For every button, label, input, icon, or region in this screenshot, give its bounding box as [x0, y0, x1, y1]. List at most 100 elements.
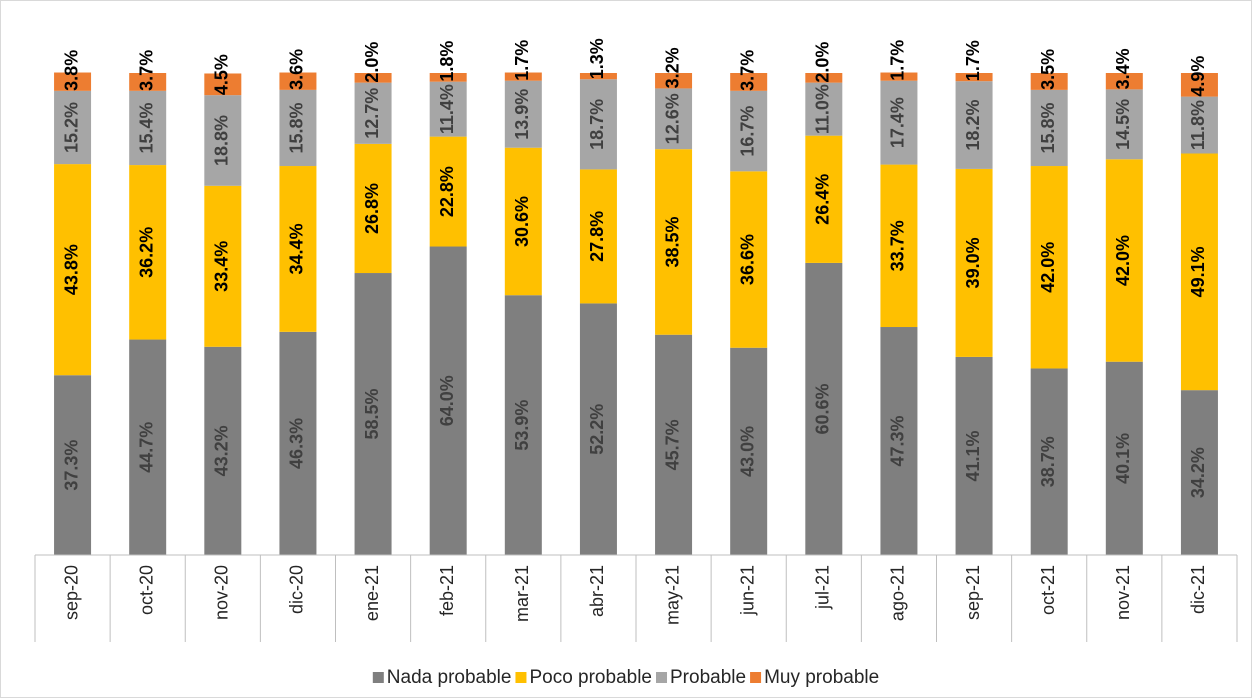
x-tick-label: abr-21 — [587, 565, 607, 617]
bar-segment — [579, 169, 617, 304]
data-label: 3.2% — [662, 47, 682, 88]
data-label: 13.9% — [512, 89, 532, 140]
x-tick-label: nov-21 — [1113, 565, 1133, 620]
bar-segment — [730, 347, 768, 555]
bar-segment — [955, 168, 993, 357]
bar-segment — [1030, 166, 1068, 369]
data-label: 58.5% — [362, 388, 382, 439]
legend-swatch — [372, 672, 384, 683]
data-label: 43.2% — [212, 425, 232, 476]
data-label: 41.1% — [963, 430, 983, 481]
x-tick-label: nov-20 — [212, 565, 232, 620]
bar-segment — [129, 90, 167, 166]
bar-segment — [204, 346, 242, 555]
data-label: 45.7% — [662, 419, 682, 470]
data-label: 22.8% — [437, 166, 457, 217]
bar-segment — [880, 80, 918, 165]
data-label: 3.7% — [737, 50, 757, 91]
data-label: 15.8% — [287, 102, 307, 153]
data-label: 38.7% — [1038, 436, 1058, 487]
data-label: 34.4% — [287, 223, 307, 274]
data-label: 60.6% — [813, 383, 833, 434]
bar-segment — [655, 334, 693, 555]
bar-segment — [1180, 96, 1218, 154]
bar-segment — [129, 339, 167, 555]
bar-segment — [129, 73, 167, 91]
legend-swatch — [656, 672, 668, 683]
data-label: 18.8% — [212, 115, 232, 166]
data-label: 33.7% — [888, 220, 908, 271]
bar-segment — [54, 164, 92, 376]
bar-segment — [204, 185, 242, 347]
x-tick-label: sep-20 — [61, 565, 81, 620]
bar-segment — [279, 166, 317, 332]
bar-segment — [805, 135, 843, 263]
bar-segment — [354, 73, 392, 83]
bar-segment — [880, 164, 918, 328]
data-label: 12.7% — [362, 88, 382, 139]
bar-segment — [880, 327, 918, 555]
legend-label: Poco probable — [529, 667, 652, 688]
data-label: 36.6% — [737, 234, 757, 285]
bar-segment — [730, 73, 768, 91]
bar-segment — [279, 89, 317, 167]
data-label: 17.4% — [888, 97, 908, 148]
bar-segment — [1105, 159, 1143, 362]
data-label: 53.9% — [512, 400, 532, 451]
bar-segment — [429, 81, 467, 137]
data-label: 11.8% — [1188, 100, 1208, 150]
data-label: 42.0% — [1113, 235, 1133, 286]
bar-segment — [579, 303, 617, 555]
legend-label: Nada probable — [387, 667, 512, 688]
data-label: 43.8% — [61, 244, 81, 295]
legend-swatch — [515, 672, 527, 683]
data-label: 2.0% — [362, 42, 382, 83]
data-label: 3.5% — [1038, 49, 1058, 90]
data-label: 15.8% — [1038, 102, 1058, 153]
x-tick-label: ago-21 — [888, 565, 908, 621]
x-tick-label: dic-20 — [287, 565, 307, 614]
bar-segment — [54, 375, 92, 555]
legend-label: Muy probable — [764, 667, 879, 688]
data-label: 3.6% — [287, 49, 307, 90]
data-label: 3.8% — [61, 50, 81, 91]
data-label: 26.8% — [362, 183, 382, 234]
data-label: 18.2% — [963, 100, 983, 151]
bar-segment — [504, 80, 542, 148]
x-tick-label: feb-21 — [437, 565, 457, 616]
bar-segment — [279, 331, 317, 555]
x-tick-label: dic-21 — [1188, 565, 1208, 614]
bar-segment — [1180, 153, 1218, 391]
bar-segment — [54, 90, 92, 165]
bar-segment — [730, 171, 768, 348]
bar-segment — [955, 73, 993, 82]
bar-segment — [655, 149, 693, 335]
bar-segment — [655, 73, 693, 89]
bar-segment — [354, 273, 392, 555]
data-label: 37.3% — [61, 440, 81, 491]
bar-segment — [579, 73, 617, 80]
bar-segment — [504, 147, 542, 296]
legend-label: Probable — [670, 667, 746, 688]
bar-segment — [1180, 390, 1218, 555]
bar-segment — [955, 81, 993, 169]
bar-segment — [1030, 73, 1068, 90]
bar-segment — [504, 295, 542, 555]
data-label: 27.8% — [587, 211, 607, 262]
bar-segment — [1030, 89, 1068, 167]
bar-segment — [429, 73, 467, 82]
bar-segment — [655, 88, 693, 150]
data-label: 3.4% — [1113, 48, 1133, 89]
bar-segment — [1030, 368, 1068, 555]
bar-segment — [354, 143, 392, 274]
data-label: 30.6% — [512, 196, 532, 247]
data-label: 16.7% — [737, 106, 757, 157]
data-label: 14.5% — [1113, 99, 1133, 150]
x-tick-label: may-21 — [662, 565, 682, 625]
bar-segment — [129, 165, 167, 340]
data-label: 34.2% — [1188, 447, 1208, 498]
data-label: 49.1% — [1188, 246, 1208, 297]
data-label: 38.5% — [662, 216, 682, 267]
bar-segment — [354, 82, 392, 144]
data-label: 4.9% — [1188, 56, 1208, 97]
